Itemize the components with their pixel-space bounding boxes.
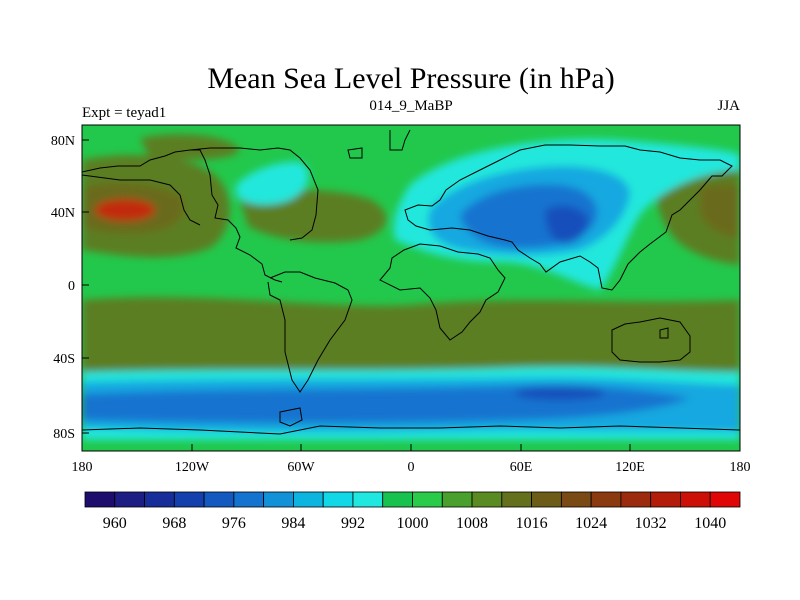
colorbar-swatch — [203, 491, 235, 508]
pacific-high-centre — [95, 199, 155, 221]
colorbar-swatch — [322, 491, 354, 508]
coastlines — [82, 129, 740, 435]
colorbar-labels: 960 968 976 984 992 1000 1008 1016 1024 1032 1040 — [103, 515, 726, 532]
colorbar-swatch — [620, 491, 652, 508]
lat-tick-label: 80S — [53, 427, 75, 442]
colorbar-swatch — [709, 491, 741, 508]
figure-title: Mean Sea Level Pressure (in hPa) — [207, 62, 614, 95]
colorbar — [84, 491, 741, 508]
southern-high-belt — [82, 297, 740, 372]
colorbar-label: 968 — [162, 515, 186, 532]
colorbar-swatch — [471, 491, 503, 508]
colorbar-swatch — [560, 491, 592, 508]
colorbar-label: 1024 — [575, 515, 607, 532]
lat-tick-label: 0 — [68, 279, 75, 294]
colorbar-swatch — [441, 491, 473, 508]
southern-deep-low — [515, 386, 605, 400]
colorbar-swatch — [352, 491, 384, 508]
lon-tick-label: 0 — [408, 460, 415, 475]
lat-tick-label: 80N — [51, 134, 75, 149]
colorbar-swatch — [531, 491, 562, 508]
north-america-cyan — [236, 161, 309, 205]
longitude-axis: 180 120W 60W 0 60E 120E 180 — [72, 444, 751, 475]
colorbar-label: 984 — [281, 515, 305, 532]
lon-tick-label: 60E — [510, 460, 533, 475]
colorbar-swatch — [650, 491, 681, 508]
colorbar-label: 1032 — [635, 515, 667, 532]
colorbar-label: 1016 — [516, 515, 548, 532]
lat-tick-label: 40N — [51, 206, 75, 221]
colorbar-label: 1000 — [397, 515, 429, 532]
colorbar-swatch — [680, 491, 711, 508]
lon-tick-label: 180 — [730, 460, 751, 475]
colorbar-swatch — [173, 491, 205, 508]
period-label: 014_9_MaBP — [369, 98, 452, 114]
lat-tick-label: 40S — [53, 352, 75, 367]
colorbar-swatch — [84, 491, 116, 508]
lon-tick-label: 120E — [615, 460, 645, 475]
colorbar-swatch — [114, 491, 145, 508]
colorbar-label: 1008 — [456, 515, 488, 532]
latitude-axis: 80N 40N 0 40S 80S — [51, 134, 89, 442]
colorbar-swatch — [293, 491, 324, 508]
season-label: JJA — [717, 98, 740, 114]
colorbar-label: 960 — [103, 515, 127, 532]
colorbar-swatch — [382, 491, 413, 508]
pressure-map — [82, 125, 740, 451]
colorbar-label: 992 — [341, 515, 365, 532]
colorbar-label: 976 — [222, 515, 246, 532]
colorbar-swatch — [412, 491, 443, 508]
colorbar-swatch — [501, 491, 532, 508]
colorbar-swatch — [590, 491, 622, 508]
lon-tick-label: 120W — [175, 460, 210, 475]
colorbar-swatch — [144, 491, 175, 508]
asia-deepblue-core — [545, 205, 589, 244]
east-pacific-brown — [700, 184, 740, 238]
colorbar-swatch — [233, 491, 265, 508]
arctic-olive — [140, 134, 240, 160]
colorbar-label: 1040 — [694, 515, 726, 532]
experiment-label: Expt = teyad1 — [82, 105, 166, 121]
colorbar-swatch — [263, 491, 294, 508]
lon-tick-label: 180 — [72, 460, 93, 475]
lon-tick-label: 60W — [287, 460, 315, 475]
